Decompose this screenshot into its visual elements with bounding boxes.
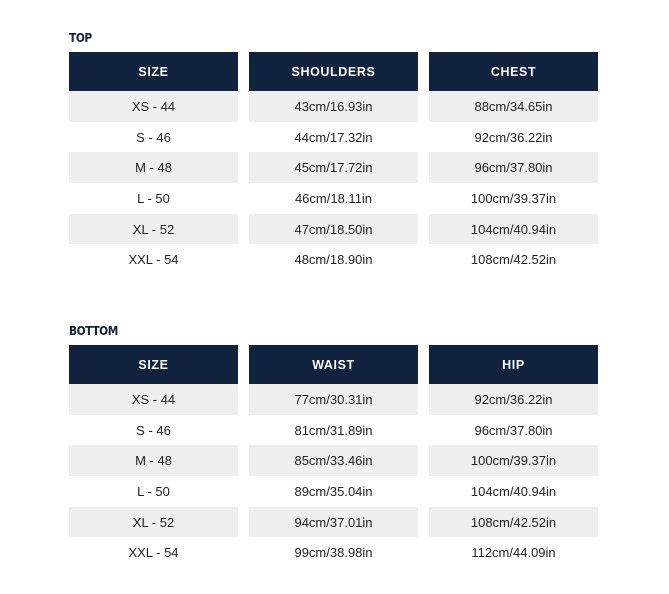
table-cell: 43cm/16.93in (249, 91, 418, 122)
column-header: SIZE (69, 345, 238, 384)
table-column: SHOULDERS 43cm/16.93in 44cm/17.32in 45cm/17… (249, 52, 418, 275)
table-column: CHEST 88cm/34.65in 92cm/36.22in 96cm/37.80i… (429, 52, 598, 275)
table-cell: 100cm/39.37in (429, 445, 598, 477)
column-header: HIP (429, 345, 598, 384)
table-cell: L - 50 (137, 190, 170, 206)
section-title: BOTTOM (69, 323, 118, 338)
table-column: SIZE XS - 44 S - 46 M - 48 L - 50 XL - 52 XXL … (69, 345, 238, 568)
table-cell: 94cm/37.01in (249, 506, 418, 538)
bottom-size-table: BOTTOM SIZE XS - 44 S - 46 M - 48 L - 50 XL -… (69, 321, 600, 568)
table-cell: 104cm/40.94in (470, 483, 557, 499)
table-column: HIP 92cm/36.22in 96cm/37.80in 100cm/39.37in… (429, 345, 598, 568)
table-cell: 44cm/17.32in (294, 129, 373, 145)
table-cell: 47cm/18.50in (249, 213, 418, 245)
table-column: SIZE XS - 44 S - 46 M - 48 L - 50 XL - 52 XXL … (69, 52, 238, 275)
top-size-table: TOP SIZE XS - 44 S - 46 M - 48 L - 50 XL - 52… (69, 28, 600, 275)
table-cell: 92cm/36.22in (429, 384, 598, 415)
table-cell: 89cm/35.04in (294, 483, 373, 499)
table-cell: M - 48 (69, 152, 238, 184)
table-cell: 92cm/36.22in (474, 129, 553, 145)
table-cell: 112cm/44.09in (471, 545, 556, 561)
table-cell: XXL - 54 (128, 545, 179, 561)
table-cell: M - 48 (69, 445, 238, 477)
table-cell: 85cm/33.46in (249, 445, 418, 477)
column-header: CHEST (429, 52, 598, 91)
table-cell: 77cm/30.31in (249, 384, 418, 415)
table-cell: 96cm/37.80in (474, 422, 553, 438)
table-cell: L - 50 (137, 483, 170, 499)
section-title: TOP (69, 30, 92, 45)
table-cell: 88cm/34.65in (429, 91, 598, 122)
table-cell: S - 46 (136, 129, 171, 145)
table-cell: S - 46 (136, 422, 171, 438)
column-header: WAIST (249, 345, 418, 384)
table-cell: 96cm/37.80in (429, 152, 598, 184)
table-cell: XXL - 54 (128, 252, 179, 268)
table-cell: 99cm/38.98in (294, 545, 373, 561)
table-cell: 108cm/42.52in (429, 506, 598, 538)
table-cell: XL - 52 (69, 506, 238, 538)
table-cell: 108cm/42.52in (470, 252, 557, 268)
table-cell: 45cm/17.72in (249, 152, 418, 184)
table-cell: 46cm/18.11in (294, 190, 373, 206)
table-cell: XS - 44 (69, 384, 238, 415)
table-cell: 100cm/39.37in (470, 190, 557, 206)
table-cell: XS - 44 (69, 91, 238, 122)
table-cell: 104cm/40.94in (429, 213, 598, 245)
table-cell: 48cm/18.90in (294, 252, 373, 268)
table-column: WAIST 77cm/30.31in 81cm/31.89in 85cm/33.46i… (249, 345, 418, 568)
table-cell: XL - 52 (69, 213, 238, 245)
table-cell: 81cm/31.89in (294, 422, 373, 438)
column-header: SHOULDERS (249, 52, 418, 91)
column-header: SIZE (69, 52, 238, 91)
